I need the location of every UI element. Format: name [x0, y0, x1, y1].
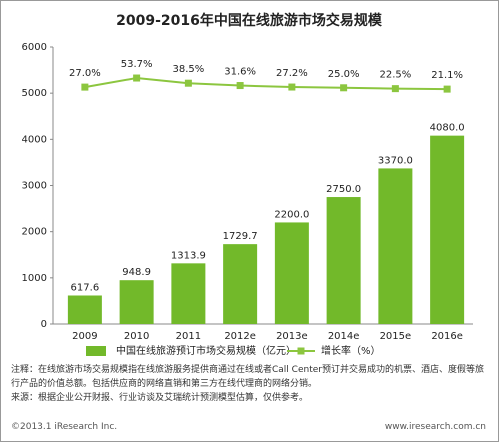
bar: [378, 168, 413, 324]
y-tick-label: 0: [41, 319, 47, 330]
copyright: ©2013.1 iResearch Inc.: [11, 422, 118, 432]
bar-value-label: 948.9: [122, 267, 151, 278]
legend-marker: [297, 347, 305, 355]
website: www.iresearch.com.cn: [384, 422, 486, 432]
y-tick-label: 2000: [22, 227, 47, 238]
x-tick-label: 2012e: [224, 331, 256, 342]
bar-value-label: 1729.7: [223, 231, 258, 242]
line-marker: [236, 82, 244, 90]
x-tick-label: 2013e: [276, 331, 308, 342]
y-tick-label: 3000: [22, 181, 47, 192]
line-marker: [133, 74, 141, 82]
legend-swatch: [86, 346, 106, 356]
line-marker: [340, 84, 348, 92]
bar: [171, 263, 206, 324]
line-marker: [184, 79, 192, 87]
bar-value-label: 1313.9: [171, 250, 206, 261]
x-tick-label: 2016e: [431, 331, 463, 342]
legend-label: 中国在线旅游预订市场交易规模（亿元）: [116, 344, 296, 357]
note: 注释：在线旅游市场交易规模指在线旅游服务提供商通过在线或者Call Center…: [11, 365, 484, 389]
y-tick-label: 1000: [22, 273, 47, 284]
x-tick-label: 2010: [124, 331, 149, 342]
line-marker: [443, 85, 451, 93]
bar: [67, 295, 102, 324]
x-tick-label: 2014e: [328, 331, 360, 342]
x-tick-label: 2011: [176, 331, 201, 342]
x-tick-label: 2015e: [380, 331, 412, 342]
bar-value-label: 4080.0: [430, 123, 465, 134]
bar: [223, 244, 258, 324]
line-value-label: 31.6%: [224, 67, 256, 78]
y-tick-label: 6000: [22, 42, 47, 53]
bar: [326, 197, 361, 324]
x-tick-label: 2009: [72, 331, 97, 342]
line-marker: [391, 85, 399, 93]
bar: [430, 135, 465, 324]
legend-label: 增长率（%）: [321, 344, 381, 357]
line-value-label: 53.7%: [121, 59, 153, 70]
line-value-label: 27.2%: [276, 68, 308, 79]
chart-title: 2009-2016年中国在线旅游市场交易规模: [116, 12, 383, 29]
y-tick-label: 4000: [22, 134, 47, 145]
y-tick-label: 5000: [22, 88, 47, 99]
bar: [119, 280, 154, 324]
line-value-label: 25.0%: [328, 69, 360, 80]
chart: 2009-2016年中国在线旅游市场交易规模 0 1000 2000 3000 4000…: [22, 12, 473, 357]
growth-line: [84, 77, 448, 91]
bar: [274, 222, 309, 324]
line-value-label: 21.1%: [431, 70, 463, 81]
line-value-label: 27.0%: [69, 68, 101, 79]
bar-value-label: 3370.0: [378, 155, 413, 166]
bar-value-label: 2750.0: [326, 184, 361, 195]
line-value-label: 22.5%: [379, 70, 411, 81]
line-marker: [288, 83, 296, 91]
bar-value-label: 2200.0: [274, 209, 309, 220]
source: 来源：根据企业公开财报、行业访谈及艾瑞统计预测模型估算，仅供参考。: [11, 393, 309, 403]
line-value-label: 38.5%: [172, 64, 204, 75]
line-marker: [81, 83, 89, 91]
bar-value-label: 617.6: [71, 282, 100, 293]
